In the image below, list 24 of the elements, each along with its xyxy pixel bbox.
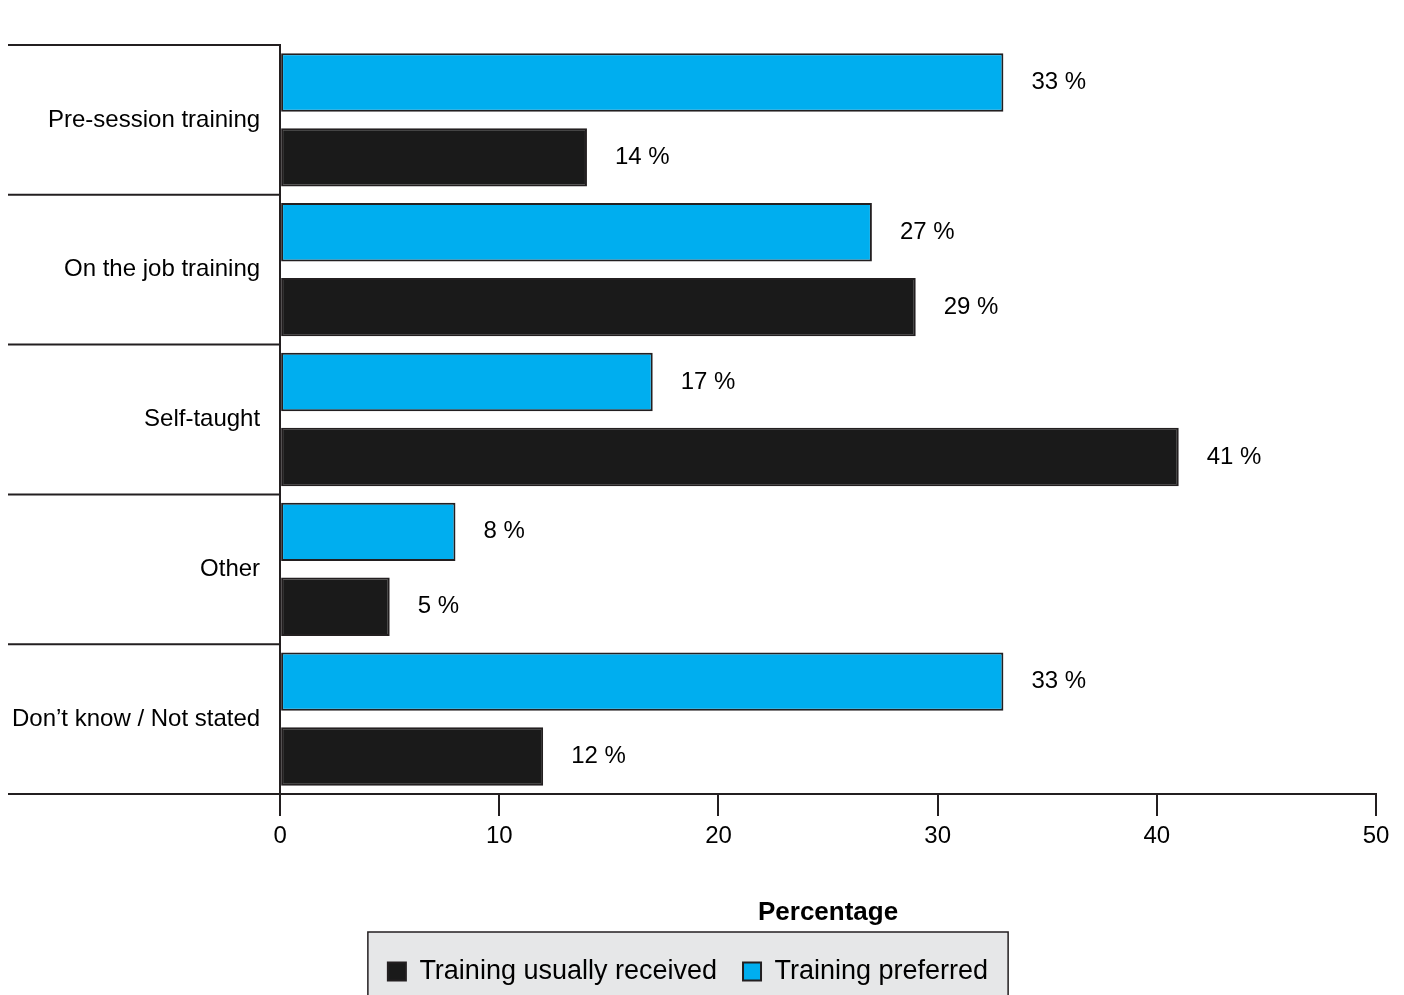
y-tick-label: Other [200, 553, 261, 581]
x-tick-label: 0 [273, 821, 287, 849]
data-label: 27 % [899, 216, 955, 244]
x-tick-label: 30 [924, 821, 951, 849]
data-label: 41 % [1206, 441, 1262, 469]
data-label: 29 % [943, 291, 999, 319]
data-label: 14 % [614, 141, 670, 169]
data-label: 8 % [483, 516, 525, 544]
data-label: 33 % [1031, 67, 1087, 95]
data-label: 12 % [571, 741, 626, 769]
data-label: 33 % [1031, 666, 1087, 694]
x-tick-label: 20 [705, 821, 732, 849]
data-label: 17 % [680, 366, 736, 394]
y-tick-label: Self-taught [144, 404, 261, 432]
legend-label: Training preferred [774, 954, 989, 985]
y-tick-label: Pre-session training [48, 104, 261, 132]
x-tick-label: 40 [1143, 821, 1171, 849]
x-axis-title: Percentage [757, 895, 899, 926]
y-tick-label: Don’t know / Not stated [12, 703, 261, 731]
data-label: 5 % [417, 591, 460, 619]
y-tick-label: On the job training [64, 254, 261, 282]
x-tick-label: 10 [485, 821, 513, 849]
x-tick-label: 50 [1362, 821, 1390, 849]
legend-label: Training usually received [419, 954, 718, 985]
